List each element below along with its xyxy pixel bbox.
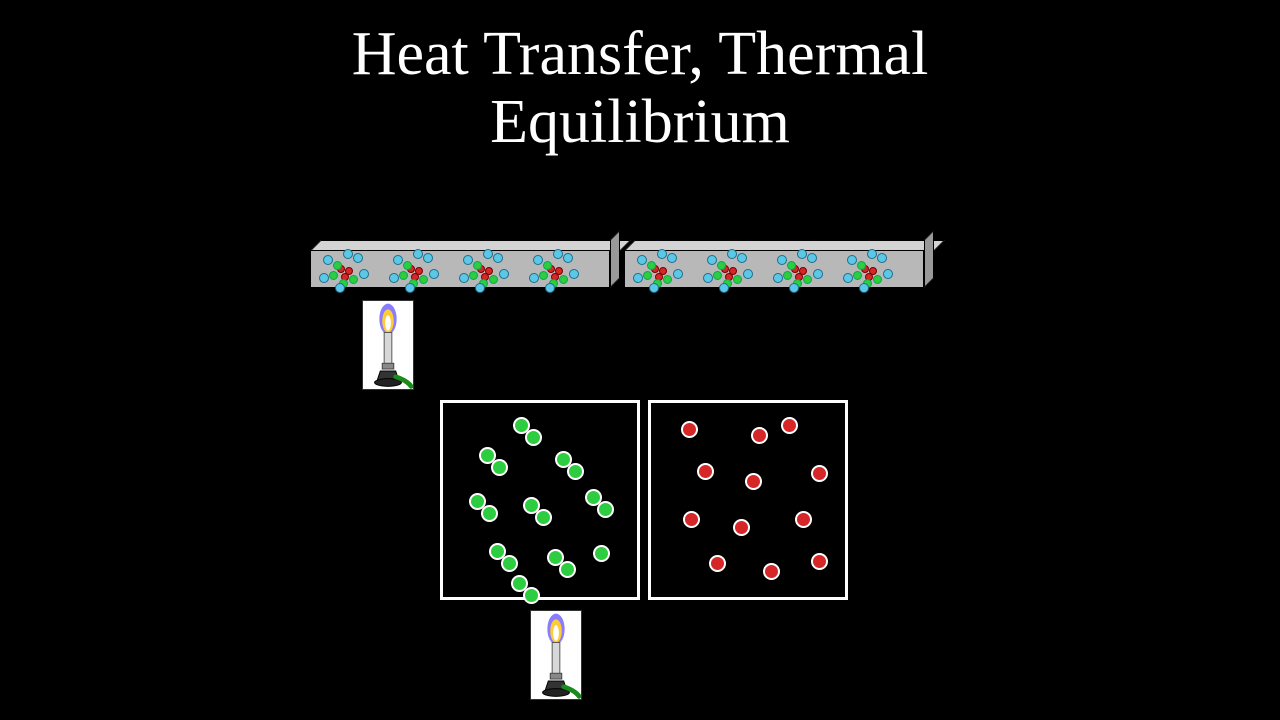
red-particle — [811, 465, 828, 482]
red-particle-box — [648, 400, 848, 600]
red-particle — [763, 563, 780, 580]
green-particle — [535, 509, 552, 526]
green-particle — [567, 463, 584, 480]
red-particle — [709, 555, 726, 572]
red-particle — [811, 553, 828, 570]
bunsen-burner-icon — [530, 610, 582, 700]
green-particle — [597, 501, 614, 518]
green-particle — [523, 587, 540, 604]
green-particle — [593, 545, 610, 562]
red-particle — [745, 473, 762, 490]
bunsen-burner-icon — [362, 300, 414, 390]
green-particle — [501, 555, 518, 572]
red-particle — [733, 519, 750, 536]
green-particle — [491, 459, 508, 476]
particle-boxes — [440, 400, 848, 600]
metal-bar-left — [310, 240, 620, 288]
conduction-bars — [310, 240, 934, 288]
red-particle — [683, 511, 700, 528]
green-particle-box — [440, 400, 640, 600]
red-particle — [751, 427, 768, 444]
title-line-2: Equilibrium — [490, 88, 790, 156]
red-particle — [681, 421, 698, 438]
red-particle — [697, 463, 714, 480]
metal-bar-right — [624, 240, 934, 288]
green-particle — [481, 505, 498, 522]
title-line-1: Heat Transfer, Thermal — [352, 20, 929, 88]
red-particle — [795, 511, 812, 528]
red-particle — [781, 417, 798, 434]
page-title: Heat Transfer, Thermal Equilibrium — [0, 0, 1280, 156]
green-particle — [559, 561, 576, 578]
green-particle — [525, 429, 542, 446]
